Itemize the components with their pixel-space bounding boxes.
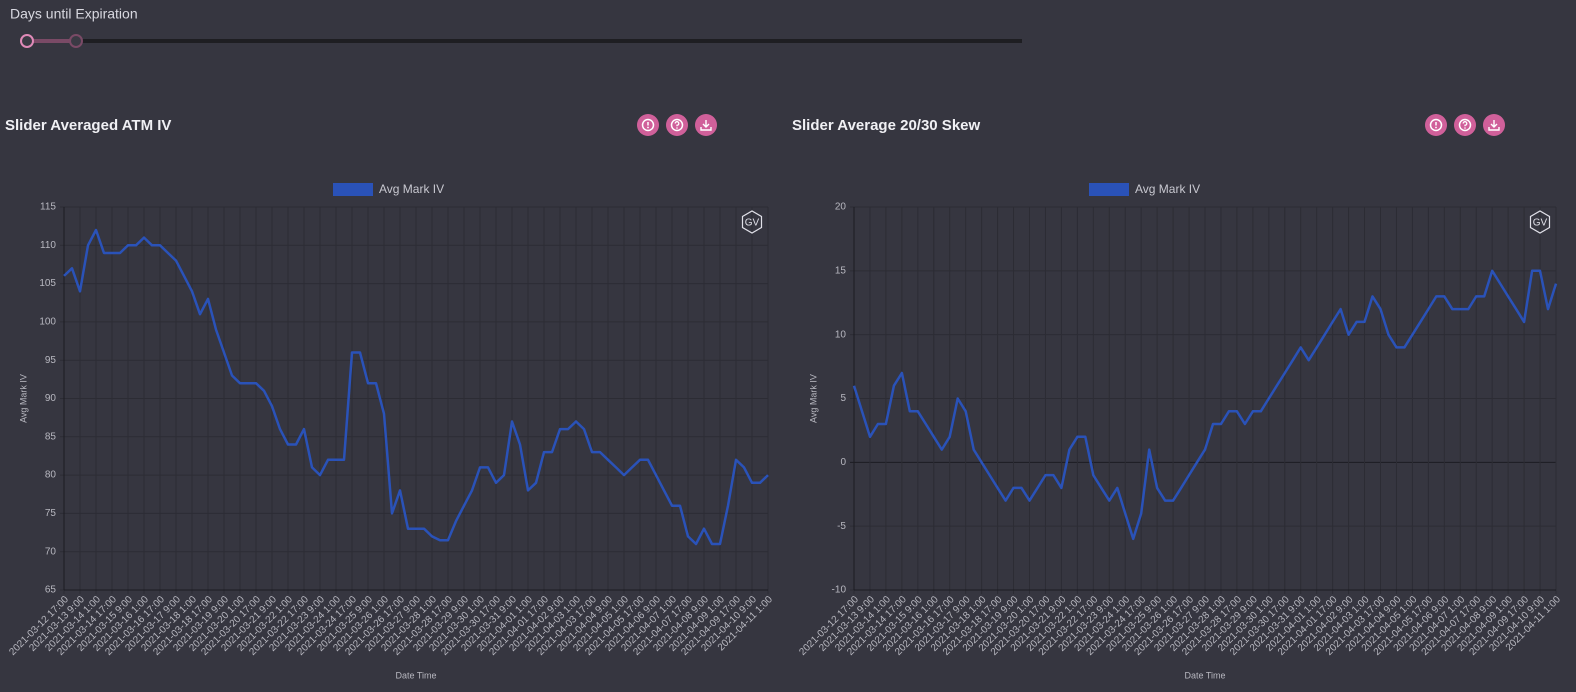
icon-button[interactable] xyxy=(666,114,688,136)
y-tick-label: 70 xyxy=(45,546,57,557)
logo-hex xyxy=(1529,210,1551,234)
icon-glyph xyxy=(700,120,712,131)
y-tick-label: 80 xyxy=(45,470,57,481)
logo: GV xyxy=(745,218,760,229)
logo-hex xyxy=(741,210,763,234)
icon-button[interactable] xyxy=(637,114,659,136)
y-tick-label: 0 xyxy=(840,457,846,468)
icon-glyph xyxy=(1429,118,1443,132)
icon-glyph xyxy=(674,121,680,127)
icon-glyph xyxy=(1464,127,1466,129)
legend-swatch xyxy=(333,183,373,196)
legend-label: Avg Mark IV xyxy=(1135,182,1200,196)
icon-button[interactable] xyxy=(1454,114,1476,136)
slider-handle[interactable] xyxy=(20,34,34,48)
logo: GV xyxy=(1533,218,1548,229)
y-tick-label: 5 xyxy=(840,393,846,404)
icon-button[interactable] xyxy=(695,114,717,136)
icon-glyph xyxy=(670,118,684,132)
slider-label: Days until Expiration xyxy=(10,6,138,22)
y-tick-label: 85 xyxy=(45,431,57,442)
y-tick-label: 20 xyxy=(835,202,847,213)
slider-handle[interactable] xyxy=(69,34,83,48)
chart-title: Slider Averaged ATM IV xyxy=(5,117,171,134)
y-tick-label: -5 xyxy=(837,521,846,532)
y-axis-label: Avg Mark IV xyxy=(18,374,28,423)
icon-glyph xyxy=(1458,118,1472,132)
icon-glyph xyxy=(1462,121,1468,127)
chart-title: Slider Average 20/30 Skew xyxy=(792,117,980,134)
x-axis-label: Date Time xyxy=(1184,670,1225,680)
y-tick-label: 110 xyxy=(40,240,56,251)
data-line xyxy=(852,269,1558,541)
y-tick-label: 10 xyxy=(835,329,847,340)
x-axis-label: Date Time xyxy=(395,670,436,680)
legend-swatch xyxy=(1089,183,1129,196)
y-tick-label: 95 xyxy=(45,355,57,366)
y-tick-label: 100 xyxy=(39,317,56,328)
data-line xyxy=(63,228,769,546)
y-tick-label: -10 xyxy=(832,585,847,596)
y-tick-label: 65 xyxy=(45,585,57,596)
icon-glyph xyxy=(641,118,655,132)
y-axis-label: Avg Mark IV xyxy=(808,374,818,423)
icon-glyph xyxy=(647,126,649,129)
y-tick-label: 75 xyxy=(45,508,57,519)
icon-glyph xyxy=(1435,126,1437,129)
y-tick-label: 90 xyxy=(45,393,57,404)
icon-button[interactable] xyxy=(1425,114,1447,136)
y-tick-label: 15 xyxy=(835,265,847,276)
icon-glyph xyxy=(676,127,678,129)
y-tick-label: 105 xyxy=(39,278,56,289)
icon-button[interactable] xyxy=(1483,114,1505,136)
icon-glyph xyxy=(1488,120,1500,131)
legend-label: Avg Mark IV xyxy=(379,182,444,196)
y-tick-label: 115 xyxy=(40,202,56,213)
